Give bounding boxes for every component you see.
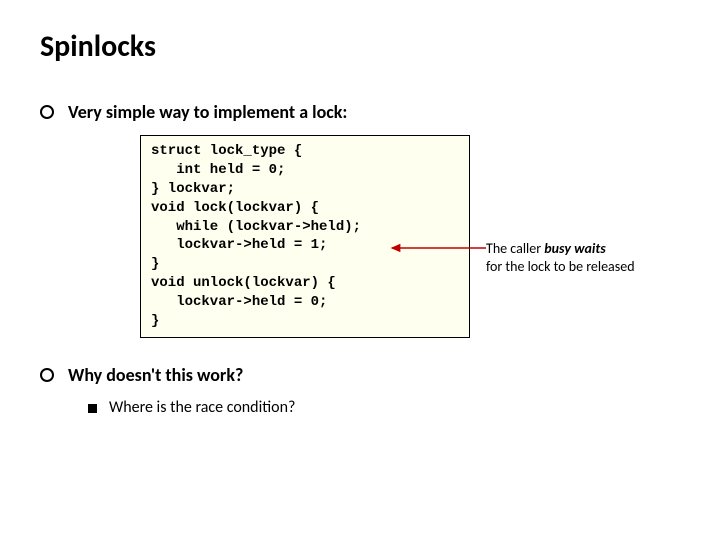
slide-title: Spinlocks [40,28,680,65]
sub-bullet-1: Where is the race condition? [88,398,680,417]
square-bullet-icon [88,404,97,413]
bullet-2-text: Why doesn't this work? [68,364,243,386]
slide: Spinlocks Very simple way to implement a… [0,0,720,540]
code-block: struct lock_type { int held = 0; } lockv… [140,135,470,338]
circle-bullet-icon [40,105,54,119]
annotation-line2: for the lock to be released [486,258,635,275]
circle-bullet-icon [40,368,54,382]
bullet-2: Why doesn't this work? [40,364,680,386]
annotation-line1-pre: The caller [486,240,544,257]
bullet-1: Very simple way to implement a lock: [40,101,680,123]
annotation-callout: The caller busy waits for the lock to be… [486,240,635,275]
annotation-line1-em: busy waits [544,240,605,257]
bullet-1-text: Very simple way to implement a lock: [68,101,347,123]
sub-bullet-1-text: Where is the race condition? [109,398,295,417]
